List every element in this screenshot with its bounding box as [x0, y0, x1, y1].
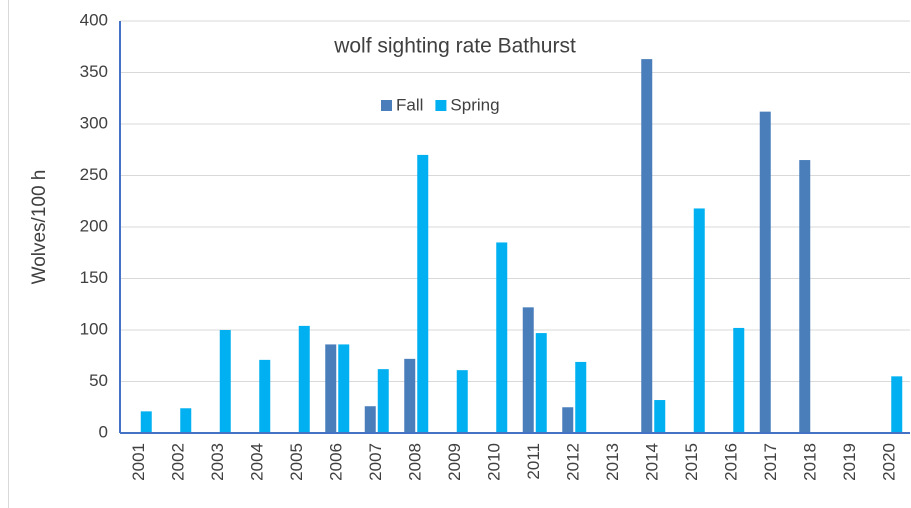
x-tick-label: 2004: [248, 443, 267, 481]
y-tick-label: 150: [80, 268, 108, 287]
x-tick-label: 2006: [327, 443, 346, 481]
y-tick-label: 350: [80, 62, 108, 81]
x-tick-label: 2019: [840, 443, 859, 481]
bar: [364, 406, 376, 433]
x-tick-label: 2014: [643, 443, 662, 481]
bar: [404, 358, 416, 433]
x-tick-label: 2001: [129, 443, 148, 481]
x-tick-label: 2005: [287, 443, 306, 481]
x-tick-label: 2020: [880, 443, 899, 481]
bar: [693, 208, 705, 433]
y-tick-label: 250: [80, 165, 108, 184]
x-tick-label: 2011: [524, 443, 543, 480]
bar: [535, 333, 547, 433]
x-tick-label: 2010: [485, 443, 504, 481]
x-tick-label: 2018: [801, 443, 820, 481]
legend-swatch: [381, 100, 392, 111]
bar: [325, 344, 337, 433]
legend-label: Spring: [450, 95, 499, 114]
bar: [799, 160, 811, 434]
bar: [654, 400, 666, 433]
bar: [338, 344, 350, 433]
y-tick-label: 300: [80, 113, 108, 132]
x-tick-label: 2013: [603, 443, 622, 481]
chart-title: wolf sighting rate Bathurst: [333, 35, 576, 58]
x-tick-label: 2012: [564, 443, 583, 481]
y-tick-label: 50: [89, 371, 108, 390]
legend-swatch: [435, 100, 447, 111]
x-tick-label: 2008: [406, 443, 425, 481]
y-tick-label: 400: [80, 10, 108, 29]
x-tick-label: 2015: [682, 443, 701, 481]
bar: [522, 307, 534, 433]
bar: [733, 327, 745, 433]
x-tick-label: 2002: [169, 443, 188, 481]
x-tick-label: 2007: [366, 443, 385, 481]
y-axis-label: Wolves/100 h: [29, 170, 50, 285]
bar: [759, 111, 771, 433]
bar: [562, 407, 574, 433]
x-tick-label: 2016: [722, 443, 741, 481]
bar: [377, 369, 389, 433]
bar: [575, 361, 587, 433]
bar: [641, 59, 653, 434]
bar: [496, 242, 508, 433]
bar: [259, 359, 271, 433]
x-tick-label: 2003: [208, 443, 227, 481]
y-tick-label: 0: [99, 422, 108, 441]
bar: [298, 325, 310, 433]
bar: [140, 411, 152, 433]
bar: [417, 154, 429, 433]
x-tick-label: 2009: [445, 443, 464, 481]
x-tick-label: 2017: [761, 443, 780, 481]
legend-label: Fall: [396, 95, 423, 114]
bar: [891, 376, 903, 433]
bar: [456, 370, 468, 433]
bar: [180, 408, 192, 433]
y-tick-label: 100: [80, 319, 108, 338]
y-tick-label: 200: [80, 216, 108, 235]
bar: [219, 330, 231, 433]
